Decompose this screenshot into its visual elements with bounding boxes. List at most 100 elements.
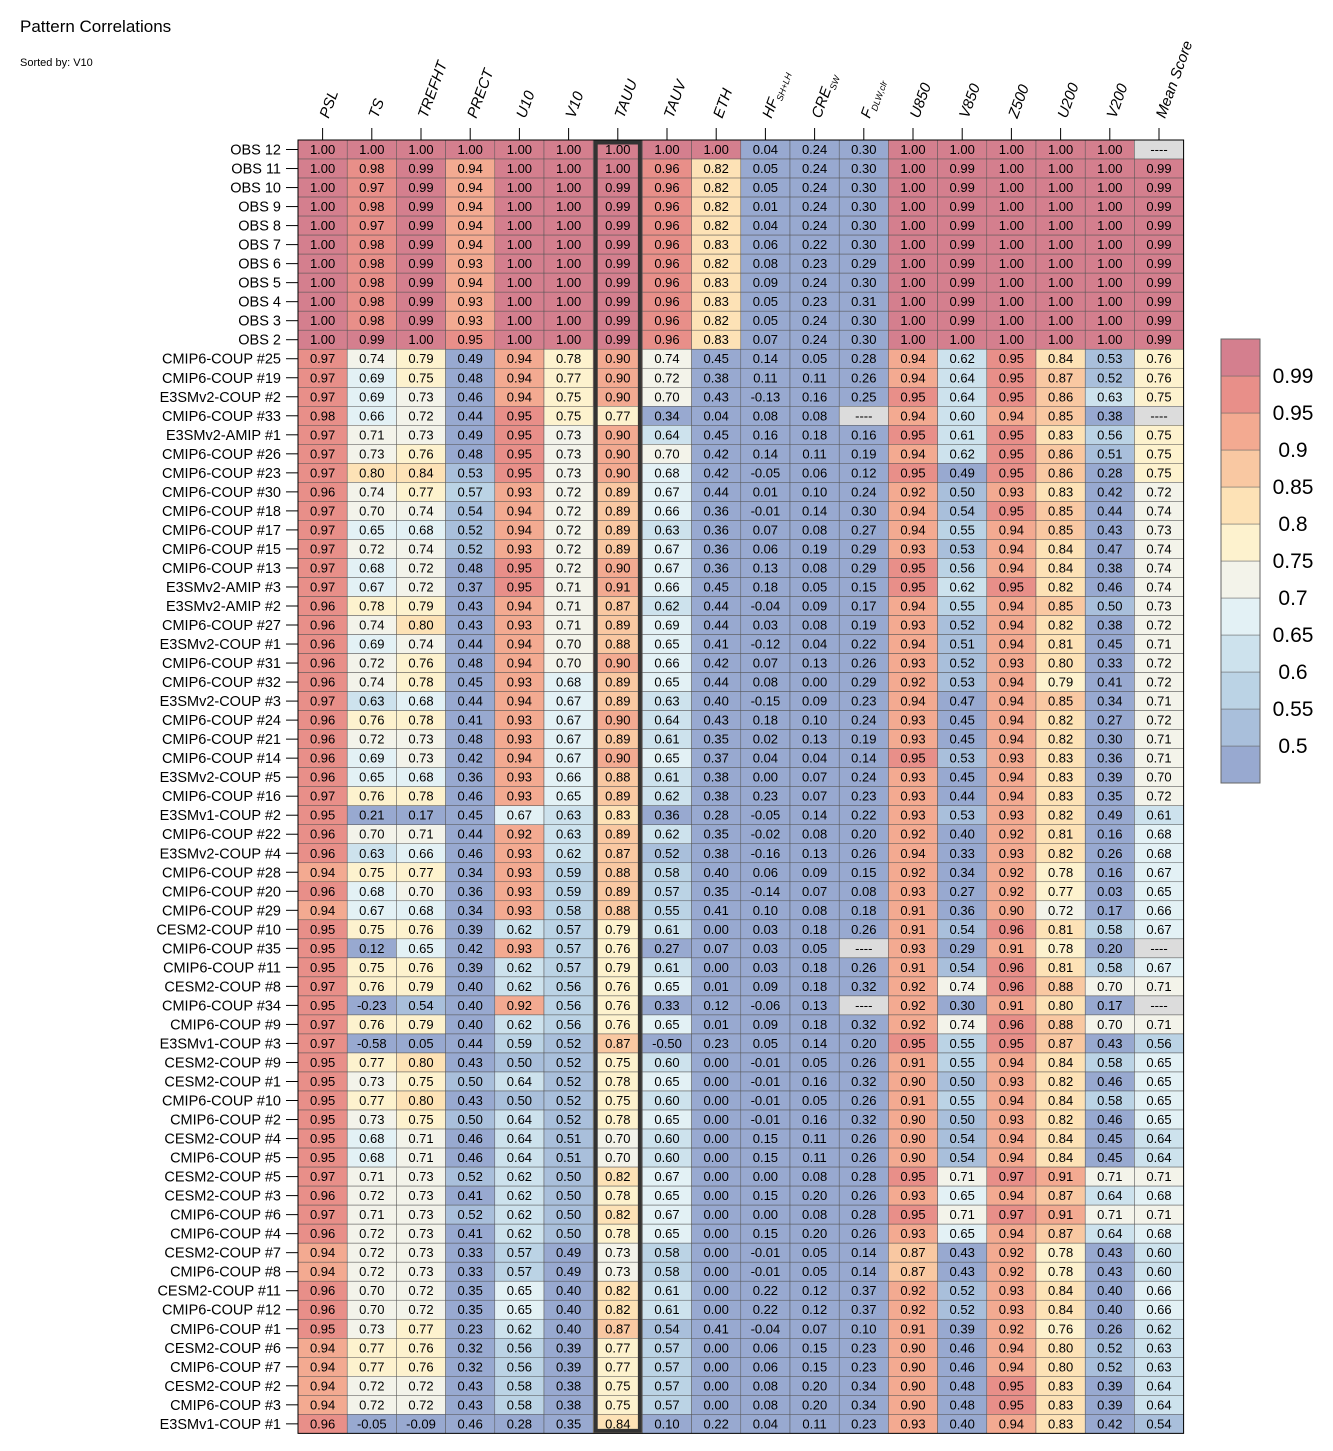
cell-value-label: 0.78 xyxy=(1048,865,1073,880)
cell-value-label: ---- xyxy=(855,998,872,1013)
cell-value-label: 0.41 xyxy=(704,903,729,918)
cell-value-label: 0.23 xyxy=(802,294,827,309)
cell-value-label: 0.35 xyxy=(556,1416,581,1431)
cell-value-label: 0.70 xyxy=(1146,770,1171,785)
cell-value-label: 1.00 xyxy=(556,313,581,328)
column-label-base: V10 xyxy=(562,89,587,121)
cell-value-label: 0.94 xyxy=(999,713,1024,728)
cell-value-label: 0.94 xyxy=(458,161,483,176)
cell-value-label: 0.73 xyxy=(359,1074,384,1089)
cell-value-label: 0.95 xyxy=(900,751,925,766)
cell-value-label: 0.89 xyxy=(605,675,630,690)
cell-value-label: 0.76 xyxy=(605,998,630,1013)
cell-value-label: 0.34 xyxy=(950,865,975,880)
cell-value-label: 0.73 xyxy=(605,1245,630,1260)
cell-value-label: 0.50 xyxy=(556,1188,581,1203)
cell-value-label: 0.30 xyxy=(851,218,876,233)
cell-value-label: 0.71 xyxy=(1146,1207,1171,1222)
cell-value-label: 0.97 xyxy=(310,1036,335,1051)
cell-value-label: 0.43 xyxy=(950,1245,975,1260)
cell-value-label: 0.48 xyxy=(950,1378,975,1393)
cell-value-label: 0.92 xyxy=(900,1302,925,1317)
cell-value-label: 0.43 xyxy=(704,713,729,728)
cell-value-label: 1.00 xyxy=(1048,256,1073,271)
cell-value-label: 0.74 xyxy=(654,351,679,366)
cell-value-label: 0.90 xyxy=(605,465,630,480)
cell-value-label: 0.48 xyxy=(458,732,483,747)
cell-value-label: 0.94 xyxy=(999,1340,1024,1355)
cell-value-label: 0.84 xyxy=(1048,541,1073,556)
cell-value-label: 0.32 xyxy=(458,1340,483,1355)
cell-value-label: 0.67 xyxy=(359,903,384,918)
cell-value-label: 0.83 xyxy=(1048,1397,1073,1412)
cell-value-label: 0.19 xyxy=(802,541,827,556)
cell-value-label: 0.38 xyxy=(556,1397,581,1412)
cell-value-label: 0.82 xyxy=(605,1207,630,1222)
cell-value-label: 0.79 xyxy=(408,1017,433,1032)
cell-value-label: 0.56 xyxy=(507,1359,532,1374)
cell-value-label: 0.00 xyxy=(704,1340,729,1355)
cell-value-label: 0.41 xyxy=(1097,675,1122,690)
cell-value-label: 0.45 xyxy=(1097,637,1122,652)
cell-value-label: 0.62 xyxy=(1146,1321,1171,1336)
cell-value-label: 0.98 xyxy=(359,237,384,252)
cell-value-label: 0.74 xyxy=(359,484,384,499)
cell-value-label: 0.90 xyxy=(900,1378,925,1393)
cell-value-label: 0.05 xyxy=(753,1036,778,1051)
cell-value-label: 0.57 xyxy=(654,1378,679,1393)
cell-value-label: 0.83 xyxy=(704,237,729,252)
cell-value-label: 0.30 xyxy=(851,503,876,518)
cell-value-label: 0.00 xyxy=(704,960,729,975)
cell-value-label: 0.73 xyxy=(556,427,581,442)
cell-value-label: 0.27 xyxy=(654,941,679,956)
cell-value-label: 0.65 xyxy=(507,1302,532,1317)
cell-value-label: 0.92 xyxy=(507,998,532,1013)
cell-value-label: 0.72 xyxy=(359,732,384,747)
cell-value-label: 0.49 xyxy=(950,465,975,480)
cell-value-label: 0.56 xyxy=(950,560,975,575)
cell-value-label: 0.64 xyxy=(1146,1131,1171,1146)
cell-value-label: 1.00 xyxy=(900,256,925,271)
cell-value-label: 0.45 xyxy=(458,808,483,823)
cell-value-label: 0.68 xyxy=(1146,846,1171,861)
cell-value-label: 0.98 xyxy=(310,408,335,423)
cell-value-label: 0.87 xyxy=(605,1321,630,1336)
cell-value-label: 0.79 xyxy=(408,979,433,994)
cell-value-label: 0.63 xyxy=(654,522,679,537)
cell-value-label: 0.73 xyxy=(556,446,581,461)
cell-value-label: 0.23 xyxy=(851,1340,876,1355)
cell-value-label: 1.00 xyxy=(359,142,384,157)
cell-value-label: 0.92 xyxy=(900,675,925,690)
column-label-subscript: SW xyxy=(828,73,843,91)
chart-subtitle: Sorted by: V10 xyxy=(20,57,93,69)
colorbar-tick-label: 0.9 xyxy=(1278,439,1307,462)
column-label: ETH xyxy=(710,86,736,120)
cell-value-label: 0.96 xyxy=(654,180,679,195)
cell-value-label: 0.97 xyxy=(310,789,335,804)
cell-value-label: 0.00 xyxy=(704,1397,729,1412)
cell-value-label: 1.00 xyxy=(310,161,335,176)
cell-value-label: 0.92 xyxy=(900,1283,925,1298)
cell-value-label: 0.22 xyxy=(802,237,827,252)
cell-value-label: 0.95 xyxy=(310,1112,335,1127)
cell-value-label: 0.34 xyxy=(851,1397,876,1412)
cell-value-label: 1.00 xyxy=(950,142,975,157)
cell-value-label: 0.33 xyxy=(1097,656,1122,671)
cell-value-label: 0.83 xyxy=(605,808,630,823)
cell-value-label: 0.16 xyxy=(851,427,876,442)
cell-value-label: 0.84 xyxy=(1048,560,1073,575)
cell-value-label: 1.00 xyxy=(556,199,581,214)
cell-value-label: 0.93 xyxy=(507,618,532,633)
cell-value-label: 0.63 xyxy=(1097,389,1122,404)
cell-value-label: 0.75 xyxy=(1146,427,1171,442)
cell-value-label: 0.89 xyxy=(605,884,630,899)
cell-value-label: 0.15 xyxy=(753,1150,778,1165)
cell-value-label: 0.83 xyxy=(704,275,729,290)
cell-value-label: 0.60 xyxy=(654,1055,679,1070)
cell-value-label: 0.88 xyxy=(1048,979,1073,994)
cell-value-label: 0.00 xyxy=(802,675,827,690)
cell-value-label: 0.73 xyxy=(408,1188,433,1203)
cell-value-label: 0.95 xyxy=(900,579,925,594)
cell-value-label: 0.46 xyxy=(458,846,483,861)
cell-value-label: 0.07 xyxy=(802,884,827,899)
